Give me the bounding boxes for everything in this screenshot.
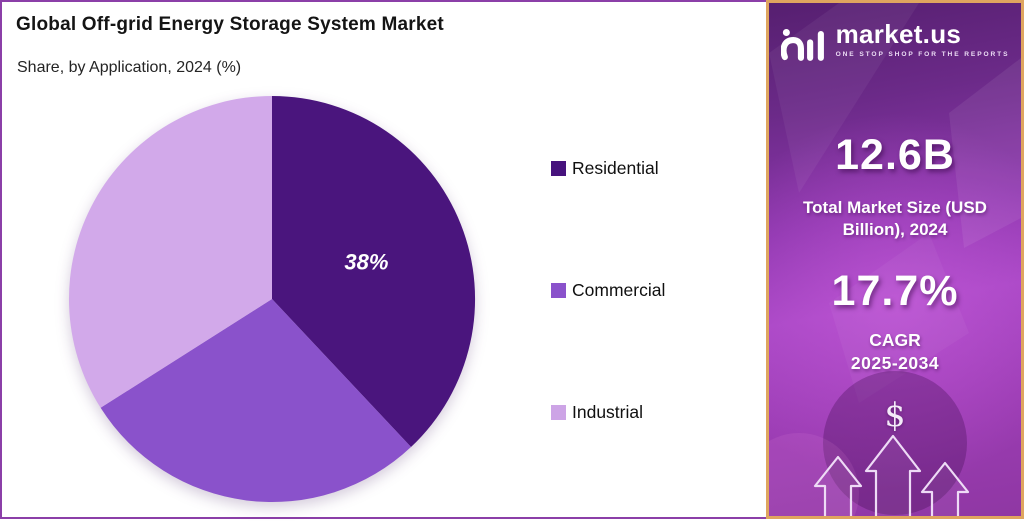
legend-swatch-residential	[551, 161, 566, 176]
legend-item-residential: Residential	[551, 158, 659, 179]
brand-sidebar: market.us ONE STOP SHOP FOR THE REPORTS …	[766, 0, 1024, 519]
brand-name: market.us	[835, 19, 962, 49]
legend-swatch-industrial	[551, 405, 566, 420]
pie-chart-container: 38%	[66, 93, 478, 505]
legend-label-industrial: Industrial	[572, 402, 644, 422]
legend-item-commercial: Commercial	[551, 280, 665, 301]
legend-label-residential: Residential	[572, 158, 659, 178]
cagr-label: CAGR	[869, 330, 921, 350]
market-size-value: 12.6B	[835, 131, 955, 179]
pie-chart: 38%	[68, 95, 476, 503]
chart-panel: Global Off-grid Energy Storage System Ma…	[0, 0, 766, 519]
growth-arrows-icon	[813, 434, 970, 516]
legend-label-commercial: Commercial	[572, 280, 666, 300]
pie-data-label: 38%	[344, 250, 388, 275]
chart-legend: Residential Commercial Industrial	[551, 2, 761, 521]
market-us-logo-icon	[780, 28, 824, 61]
chart-subtitle: Share, by Application, 2024 (%)	[17, 59, 242, 76]
brand-logo: market.us ONE STOP SHOP FOR THE REPORTS	[769, 21, 1021, 65]
legend-item-industrial: Industrial	[551, 402, 643, 423]
brand-text-block: market.us ONE STOP SHOP FOR THE REPORTS	[836, 21, 1010, 58]
dollar-sign-icon: $	[884, 395, 906, 434]
cagr-period: 2025-2034	[850, 353, 940, 373]
brand-tagline: ONE STOP SHOP FOR THE REPORTS	[835, 51, 1010, 58]
pie-slice-residential	[272, 95, 476, 447]
cagr-value: 17.7%	[831, 267, 959, 315]
pie-slice-commercial	[100, 299, 411, 503]
pie-slice-industrial	[68, 95, 272, 408]
page-title: Global Off-grid Energy Storage System Ma…	[16, 14, 444, 35]
market-size-label: Total Market Size (USD Billion), 2024	[803, 198, 987, 240]
legend-swatch-commercial	[551, 283, 566, 298]
